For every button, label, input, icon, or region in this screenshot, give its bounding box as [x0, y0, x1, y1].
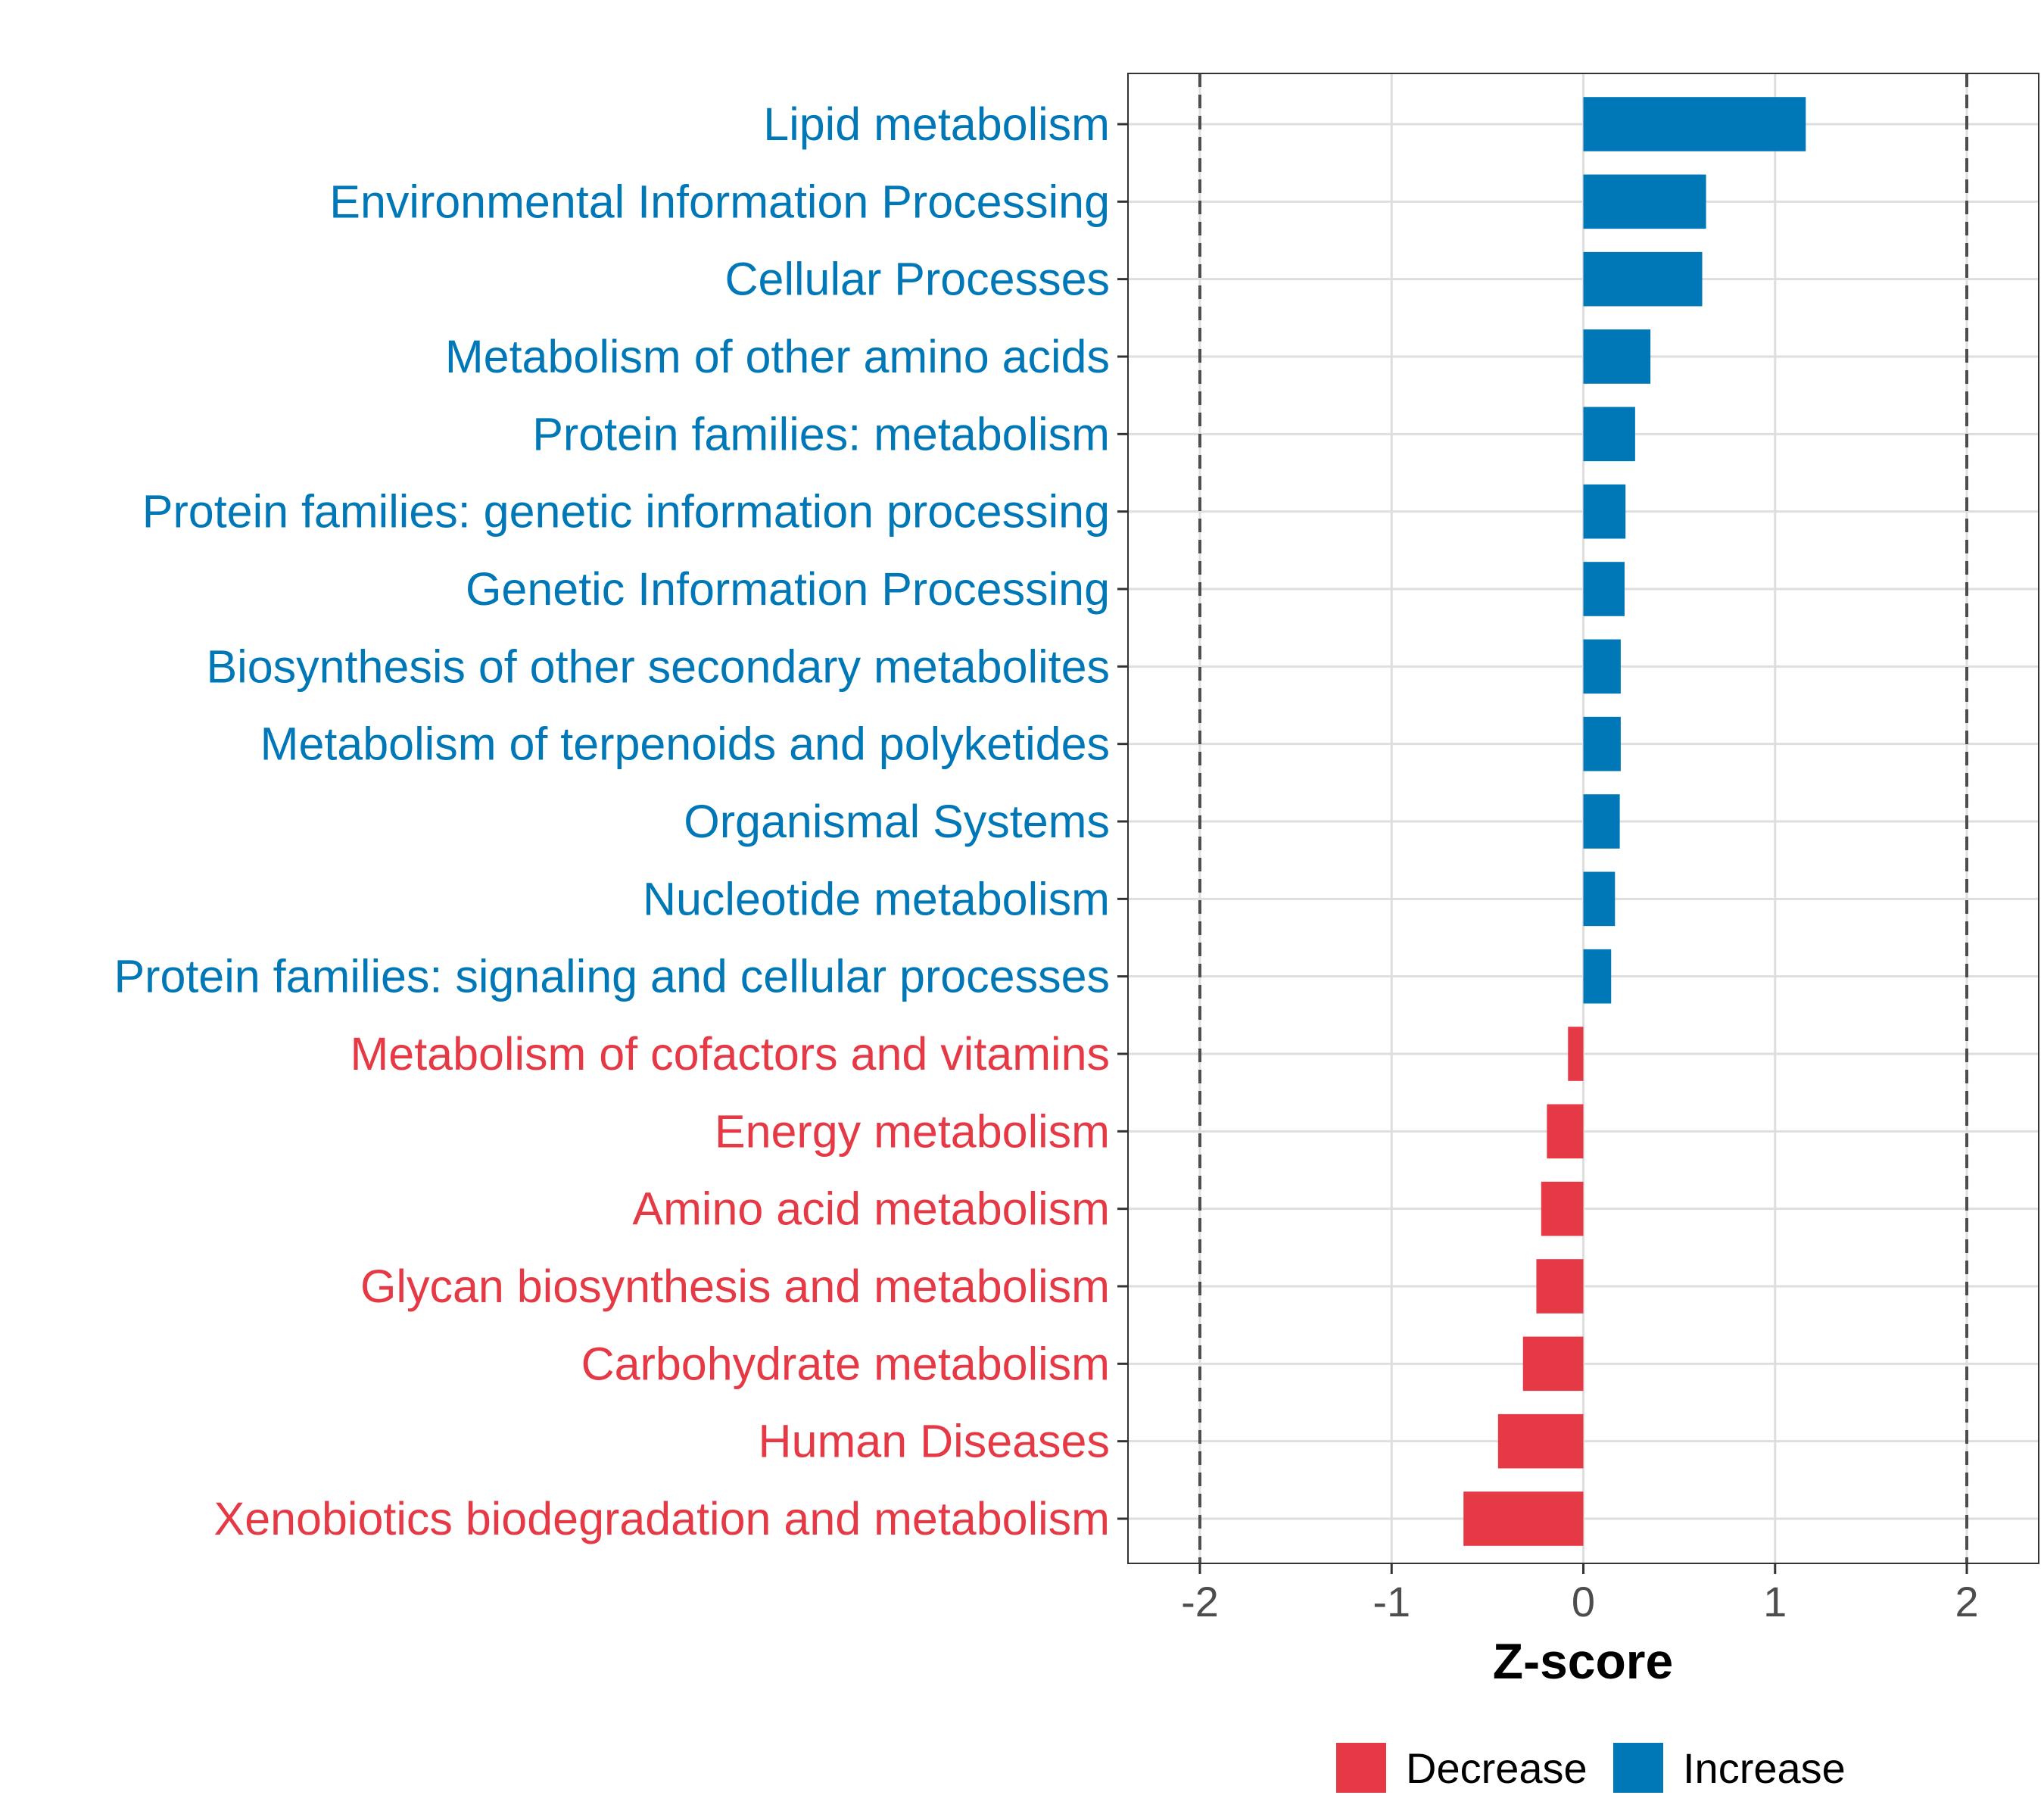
x-tick-label: 2: [1955, 1578, 1978, 1625]
bar: [1463, 1491, 1584, 1546]
legend: Decrease Increase: [1336, 1743, 1846, 1793]
category-label: Metabolism of cofactors and vitamins: [350, 1028, 1110, 1080]
bar: [1541, 1181, 1584, 1236]
bar: [1583, 407, 1635, 462]
category-label: Cellular Processes: [724, 254, 1110, 305]
bar: [1583, 484, 1626, 539]
category-label: Carbohydrate metabolism: [581, 1338, 1110, 1389]
bar: [1583, 716, 1621, 771]
bars: [1463, 97, 1806, 1546]
bar: [1583, 871, 1616, 927]
category-label: Metabolism of terpenoids and polyketides: [260, 718, 1110, 770]
bar: [1583, 562, 1625, 616]
bar: [1583, 639, 1621, 694]
legend-label: Decrease: [1406, 1744, 1588, 1792]
category-label: Nucleotide metabolism: [643, 873, 1110, 924]
x-tick-label: 0: [1572, 1578, 1595, 1625]
legend-label: Increase: [1683, 1744, 1846, 1792]
category-label: Glycan biosynthesis and metabolism: [360, 1261, 1110, 1312]
category-label: Metabolism of other amino acids: [445, 331, 1110, 382]
category-label: Protein families: metabolism: [532, 408, 1110, 460]
x-axis-title: Z-score: [1493, 1633, 1673, 1689]
x-tick-label: 1: [1763, 1578, 1787, 1625]
reference-lines: [1198, 73, 1969, 1563]
bar: [1583, 329, 1651, 384]
x-axis-ticks: -2 -1 0 1 2: [1181, 1563, 1979, 1625]
category-label: Human Diseases: [759, 1416, 1110, 1467]
legend-swatch: [1613, 1743, 1663, 1793]
bar: [1583, 174, 1706, 229]
bar: [1583, 97, 1806, 151]
x-tick-label: -2: [1181, 1578, 1219, 1625]
x-tick-label: -1: [1373, 1578, 1410, 1625]
category-label: Protein families: signaling and cellular…: [114, 951, 1110, 1002]
category-label: Amino acid metabolism: [632, 1183, 1110, 1235]
legend-swatch: [1336, 1743, 1386, 1793]
y-axis-labels: Lipid metabolism Environmental Informatio…: [114, 98, 1110, 1544]
y-axis-ticks: [1117, 123, 1128, 1520]
category-label: Protein families: genetic information pr…: [142, 486, 1110, 538]
bar: [1522, 1336, 1584, 1392]
bar: [1568, 1027, 1584, 1081]
category-label: Genetic Information Processing: [466, 563, 1110, 615]
bar: [1547, 1104, 1584, 1159]
bar: [1583, 794, 1620, 849]
bar: [1583, 251, 1703, 307]
category-label: Organismal Systems: [684, 796, 1110, 847]
category-label: Xenobiotics biodegradation and metabolis…: [214, 1493, 1110, 1544]
category-label: Environmental Information Processing: [329, 176, 1110, 227]
bar: [1497, 1413, 1584, 1469]
category-label: Energy metabolism: [715, 1105, 1110, 1157]
bar: [1583, 949, 1612, 1004]
bar: [1536, 1259, 1584, 1314]
category-label: Biosynthesis of other secondary metaboli…: [206, 640, 1110, 692]
category-label: Lipid metabolism: [763, 98, 1110, 150]
